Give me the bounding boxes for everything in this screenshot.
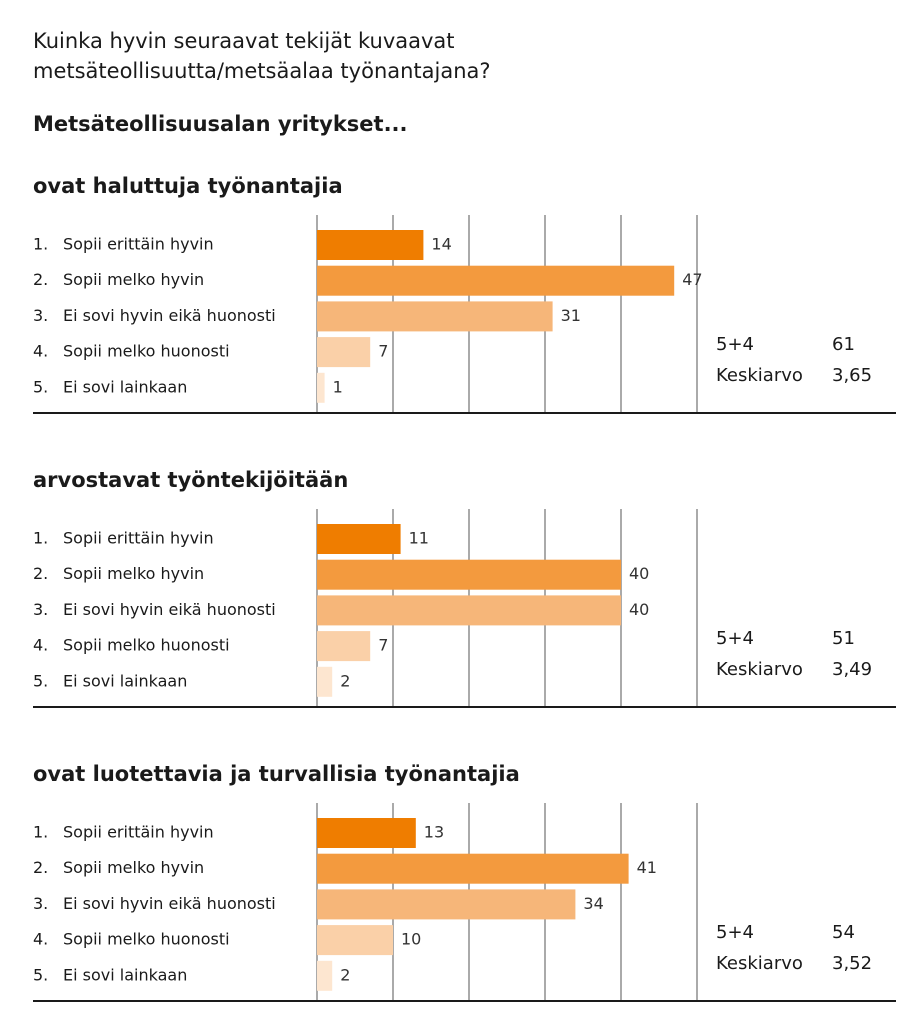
category-number: 1.	[33, 823, 48, 842]
summary-label: Keskiarvo	[716, 365, 803, 386]
chart-title: ovat luotettavia ja turvallisia työnanta…	[33, 762, 520, 786]
category-number: 5.	[33, 965, 48, 984]
value-label: 7	[378, 342, 388, 361]
summary-value: 3,52	[832, 953, 872, 974]
title-line: Kuinka hyvin seuraavat tekijät kuvaavat	[33, 29, 455, 53]
category-number: 3.	[33, 600, 48, 619]
bar	[317, 559, 621, 590]
summary-value: 3,49	[832, 659, 872, 680]
category-label: Sopii melko hyvin	[63, 858, 204, 877]
category-label: Sopii melko huonosti	[63, 930, 230, 949]
bar	[317, 524, 401, 554]
bar	[317, 265, 675, 296]
category-number: 3.	[33, 894, 48, 913]
value-label: 7	[378, 636, 388, 655]
chart-title: arvostavat työntekijöitään	[33, 468, 348, 492]
category-label: Ei sovi lainkaan	[63, 377, 187, 396]
value-label: 10	[401, 930, 421, 949]
summary-label: 5+4	[716, 334, 754, 355]
bar	[317, 595, 621, 626]
value-label: 14	[431, 235, 451, 254]
summary-label: 5+4	[716, 628, 754, 649]
category-number: 1.	[33, 529, 48, 548]
value-label: 2	[340, 965, 350, 984]
category-number: 2.	[33, 564, 48, 583]
category-number: 5.	[33, 671, 48, 690]
category-label: Ei sovi lainkaan	[63, 671, 187, 690]
category-label: Sopii melko hyvin	[63, 270, 204, 289]
summary-label: 5+4	[716, 922, 754, 943]
subtitle: Metsäteollisuusalan yritykset...	[33, 112, 408, 136]
summary-value: 3,65	[832, 365, 872, 386]
bar	[317, 925, 393, 956]
category-label: Sopii erittäin hyvin	[63, 823, 214, 842]
value-label: 2	[340, 671, 350, 690]
value-label: 40	[629, 564, 649, 583]
bar	[317, 631, 371, 662]
summary-value: 54	[832, 922, 855, 943]
bar	[317, 230, 424, 260]
value-label: 40	[629, 600, 649, 619]
value-label: 47	[682, 270, 702, 289]
bar	[317, 889, 576, 920]
value-label: 34	[583, 894, 603, 913]
summary-value: 51	[832, 628, 855, 649]
category-number: 2.	[33, 858, 48, 877]
category-number: 3.	[33, 306, 48, 325]
bar	[317, 666, 333, 697]
summary-label: Keskiarvo	[716, 953, 803, 974]
value-label: 11	[409, 529, 429, 548]
category-label: Sopii melko huonosti	[63, 636, 230, 655]
category-number: 4.	[33, 342, 48, 361]
category-label: Sopii melko hyvin	[63, 564, 204, 583]
summary-label: Keskiarvo	[716, 659, 803, 680]
category-number: 5.	[33, 377, 48, 396]
bar	[317, 853, 629, 884]
category-label: Ei sovi hyvin eikä huonosti	[63, 600, 276, 619]
value-label: 41	[637, 858, 657, 877]
summary-value: 61	[832, 334, 855, 355]
category-number: 1.	[33, 235, 48, 254]
category-label: Sopii erittäin hyvin	[63, 235, 214, 254]
bar	[317, 301, 553, 332]
chart-title: ovat haluttuja työnantajia	[33, 174, 343, 198]
value-label: 1	[333, 377, 343, 396]
category-label: Ei sovi lainkaan	[63, 965, 187, 984]
bar	[317, 818, 416, 848]
category-number: 4.	[33, 930, 48, 949]
bar	[317, 372, 325, 403]
category-label: Sopii erittäin hyvin	[63, 529, 214, 548]
value-label: 31	[561, 306, 581, 325]
bar	[317, 337, 371, 368]
title-line: metsäteollisuutta/metsäalaa työnantajana…	[33, 59, 491, 83]
category-label: Ei sovi hyvin eikä huonosti	[63, 306, 276, 325]
category-number: 4.	[33, 636, 48, 655]
category-number: 2.	[33, 270, 48, 289]
bar	[317, 960, 333, 991]
category-label: Sopii melko huonosti	[63, 342, 230, 361]
category-label: Ei sovi hyvin eikä huonosti	[63, 894, 276, 913]
value-label: 13	[424, 823, 444, 842]
